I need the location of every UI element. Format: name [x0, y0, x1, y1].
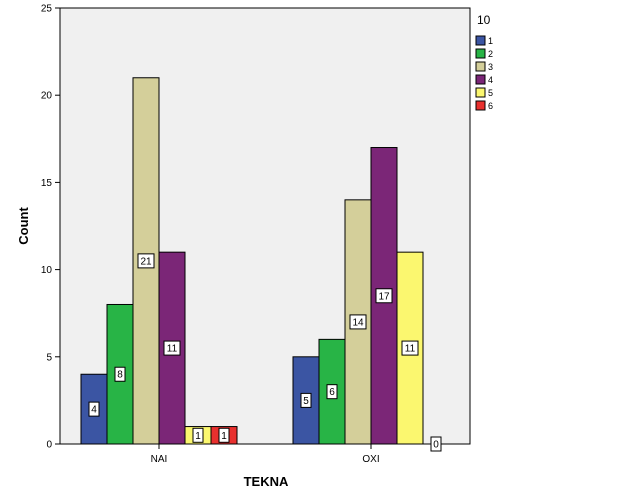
data-label: 21 — [140, 256, 152, 267]
y-tick-label: 5 — [46, 352, 52, 363]
y-tick-label: 25 — [41, 4, 53, 15]
data-label: 1 — [221, 431, 227, 442]
y-tick-label: 0 — [46, 440, 52, 451]
data-label-box — [137, 253, 155, 269]
data-label-box — [375, 288, 393, 304]
data-label-box — [114, 366, 126, 382]
legend-label: 5 — [488, 88, 493, 98]
data-label: 5 — [303, 396, 309, 407]
data-label-box — [430, 436, 442, 452]
data-label: 11 — [167, 344, 178, 355]
legend-swatch-1 — [475, 35, 486, 46]
y-axis: 0 5 10 15 20 25 — [41, 4, 60, 451]
data-label-box — [326, 384, 338, 400]
x-axis-title: TEKNA — [244, 474, 289, 489]
y-tick-label: 10 — [41, 265, 53, 276]
data-label-box — [300, 392, 312, 408]
x-tick-label: NAI — [151, 454, 168, 465]
data-label: 0 — [433, 440, 439, 451]
legend-swatch-5 — [475, 87, 486, 98]
data-label-box — [192, 427, 204, 443]
y-tick-label: 15 — [41, 178, 53, 189]
data-label: 6 — [329, 387, 335, 398]
legend-label: 1 — [488, 36, 493, 46]
legend: 10 1 2 3 4 5 6 — [475, 13, 493, 111]
data-label-box — [218, 427, 230, 443]
data-label-box — [401, 340, 419, 356]
x-tick-label: OXI — [362, 454, 379, 465]
data-label: 1 — [195, 431, 201, 442]
legend-label: 3 — [488, 62, 493, 72]
x-axis: NAI OXI — [151, 444, 380, 465]
data-label: 11 — [405, 344, 416, 355]
y-axis-title: Count — [16, 207, 31, 245]
data-label: 4 — [91, 405, 97, 416]
data-label-box — [163, 340, 181, 356]
legend-label: 6 — [488, 101, 493, 111]
data-label: 8 — [117, 370, 123, 381]
legend-label: 4 — [488, 75, 493, 85]
legend-title: 10 — [477, 13, 491, 27]
data-label: 17 — [378, 291, 390, 302]
legend-label: 2 — [488, 49, 493, 59]
data-label-box — [88, 401, 100, 417]
data-label: 14 — [352, 317, 364, 328]
legend-swatch-3 — [475, 61, 486, 72]
data-label-box — [349, 314, 367, 330]
y-tick-label: 20 — [41, 91, 53, 102]
legend-swatch-6 — [475, 100, 486, 111]
legend-swatch-2 — [475, 48, 486, 59]
legend-swatch-4 — [475, 74, 486, 85]
